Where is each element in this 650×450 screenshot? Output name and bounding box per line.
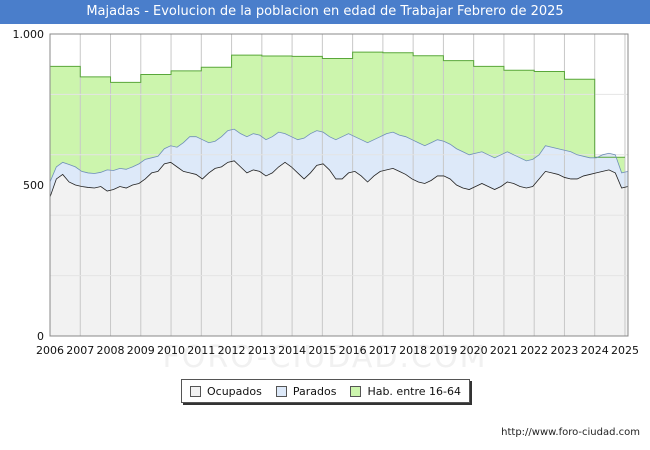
legend-item-ocupados: Ocupados <box>189 384 262 398</box>
x-tick-label-2010: 2010 <box>157 344 185 354</box>
x-tick-label-2007: 2007 <box>66 344 94 354</box>
x-tick-label-2018: 2018 <box>399 344 427 354</box>
x-tick-label-2006: 2006 <box>36 344 64 354</box>
legend-swatch-parados <box>275 385 287 397</box>
legend-label-ocupados: Ocupados <box>206 384 262 398</box>
x-tick-label-2020: 2020 <box>460 344 488 354</box>
x-tick-label-2024: 2024 <box>581 344 609 354</box>
line-ocupados <box>49 160 629 198</box>
x-tick-label-2012: 2012 <box>218 344 246 354</box>
x-tick-label-2016: 2016 <box>339 344 367 354</box>
area-ocupados <box>50 160 628 336</box>
x-tick-label-2014: 2014 <box>278 344 306 354</box>
legend-label-habitantes: Hab. entre 16-64 <box>367 384 461 398</box>
x-tick-label-2022: 2022 <box>520 344 548 354</box>
legend-item-parados: Parados <box>275 384 337 398</box>
y-tick-label-1000: 1.000 <box>13 28 45 41</box>
x-tick-label-2015: 2015 <box>308 344 336 354</box>
plot-frame <box>49 33 629 337</box>
line-hab-16-64 <box>50 51 625 158</box>
x-tick-label-2025: 2025 <box>611 344 639 354</box>
line-parados <box>49 128 629 183</box>
watermark: FORO-CIUDAD.COM <box>162 340 488 375</box>
x-tick-label-2009: 2009 <box>127 344 155 354</box>
y-tick-label-0: 0 <box>37 330 44 343</box>
chart-title: Majadas - Evolucion de la poblacion en e… <box>0 0 650 24</box>
x-tick-label-2011: 2011 <box>187 344 215 354</box>
x-tick-label-2008: 2008 <box>97 344 125 354</box>
x-tick-label-2021: 2021 <box>490 344 518 354</box>
legend-swatch-ocupados <box>189 385 201 397</box>
y-tick-label-500: 500 <box>23 179 44 192</box>
x-tick-label-2019: 2019 <box>429 344 457 354</box>
x-tick-label-2017: 2017 <box>369 344 397 354</box>
legend: Ocupados Parados Hab. entre 16-64 <box>181 379 470 403</box>
legend-item-habitantes: Hab. entre 16-64 <box>350 385 461 398</box>
legend-label-parados: Parados <box>292 384 337 398</box>
x-tick-label-2023: 2023 <box>550 344 578 354</box>
legend-swatch-habitantes <box>350 385 362 397</box>
source-link[interactable]: http://www.foro-ciudad.com <box>501 427 640 438</box>
x-tick-label-2013: 2013 <box>248 344 276 354</box>
